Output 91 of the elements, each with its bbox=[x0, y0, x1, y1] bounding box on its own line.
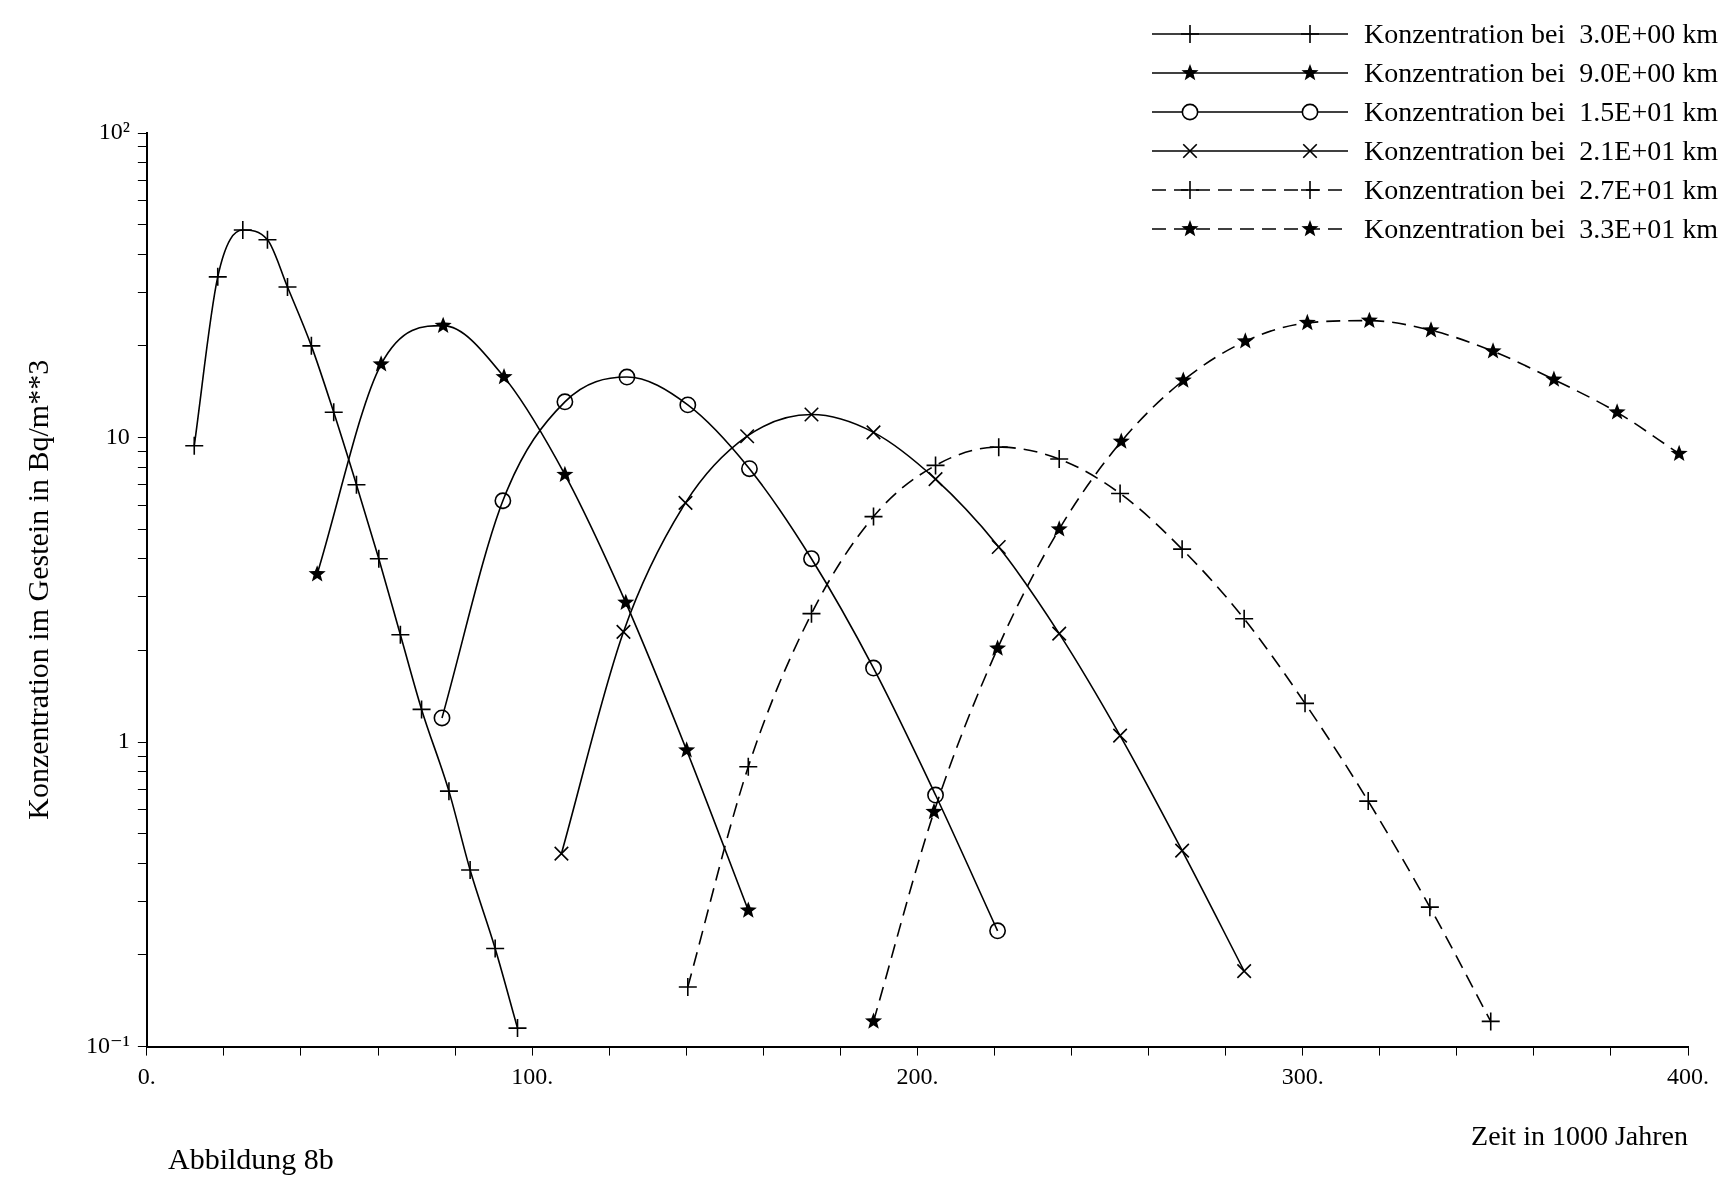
point bbox=[988, 437, 1009, 457]
point bbox=[495, 368, 513, 385]
point bbox=[678, 977, 698, 997]
point bbox=[553, 846, 569, 862]
x-tick-label: 0. bbox=[137, 1063, 156, 1090]
point bbox=[925, 802, 943, 820]
point bbox=[323, 402, 344, 423]
point bbox=[1174, 843, 1190, 859]
point bbox=[207, 267, 228, 287]
point bbox=[925, 455, 946, 476]
x-tick-label: 100. bbox=[511, 1063, 554, 1090]
point bbox=[1050, 520, 1068, 537]
point bbox=[346, 474, 367, 495]
point bbox=[233, 220, 253, 240]
point bbox=[741, 460, 758, 478]
point bbox=[390, 625, 411, 645]
point bbox=[618, 368, 636, 386]
point bbox=[989, 639, 1007, 656]
legend-label: Konzentration bei 1.5E+01 km bbox=[1363, 95, 1718, 128]
point bbox=[617, 593, 635, 610]
point bbox=[615, 624, 632, 640]
point bbox=[1051, 626, 1067, 642]
point bbox=[1298, 313, 1316, 331]
point bbox=[865, 424, 882, 440]
point bbox=[1112, 432, 1130, 449]
point bbox=[1172, 539, 1192, 559]
point bbox=[439, 781, 459, 801]
point bbox=[1236, 332, 1254, 349]
point bbox=[277, 277, 298, 297]
point bbox=[494, 492, 512, 510]
point bbox=[433, 709, 451, 727]
y-tick-label: 1 bbox=[117, 727, 130, 754]
point bbox=[989, 922, 1007, 940]
point bbox=[1608, 403, 1626, 420]
point bbox=[434, 316, 452, 333]
y-tick-label: 10 bbox=[105, 422, 130, 449]
point bbox=[485, 938, 505, 959]
point bbox=[1422, 321, 1440, 338]
legend-label: Konzentration bei 2.1E+01 km bbox=[1363, 134, 1718, 167]
point bbox=[308, 565, 326, 582]
point bbox=[1360, 311, 1378, 328]
point bbox=[677, 495, 694, 511]
point bbox=[1484, 342, 1502, 359]
point bbox=[301, 336, 322, 356]
point bbox=[678, 741, 696, 758]
point bbox=[865, 659, 882, 677]
y-axis-title: Konzentration im Gestein in Bq/m**3 bbox=[20, 359, 54, 820]
point bbox=[556, 465, 574, 482]
point bbox=[1420, 897, 1440, 917]
point bbox=[679, 396, 697, 414]
point bbox=[372, 355, 390, 372]
point bbox=[1480, 1011, 1501, 1032]
legend-label: Konzentration bei 9.0E+00 km bbox=[1363, 56, 1718, 89]
point bbox=[927, 471, 944, 487]
x-axis-title: Zeit in 1000 Jahren bbox=[1471, 1119, 1688, 1151]
point bbox=[1049, 449, 1070, 469]
point bbox=[369, 548, 389, 569]
y-tick-label: 10⁻¹ bbox=[85, 1031, 130, 1058]
text: Abbildung 8b bbox=[168, 1142, 334, 1176]
point bbox=[1234, 608, 1254, 629]
point bbox=[184, 435, 205, 456]
point bbox=[738, 756, 759, 777]
point bbox=[801, 603, 822, 624]
x-tick-label: 400. bbox=[1667, 1063, 1709, 1090]
point bbox=[411, 699, 432, 720]
point bbox=[1295, 693, 1315, 714]
point bbox=[460, 860, 480, 880]
x-tick-label: 300. bbox=[1281, 1063, 1324, 1090]
point bbox=[1358, 791, 1379, 811]
y-tick-label: 10² bbox=[98, 118, 130, 145]
point bbox=[739, 428, 755, 444]
point bbox=[927, 786, 944, 804]
point bbox=[1112, 728, 1128, 744]
point bbox=[863, 506, 884, 527]
point bbox=[803, 550, 820, 568]
point bbox=[1545, 370, 1563, 387]
point bbox=[257, 229, 278, 250]
point bbox=[1236, 963, 1252, 979]
legend-label: Konzentration bei 3.3E+01 km bbox=[1363, 212, 1718, 245]
point bbox=[1110, 483, 1130, 504]
point bbox=[1174, 371, 1192, 388]
point bbox=[864, 1012, 883, 1029]
legend-label: Konzentration bei 2.7E+01 km bbox=[1363, 173, 1718, 206]
point bbox=[739, 901, 757, 918]
point bbox=[507, 1018, 528, 1038]
point bbox=[556, 393, 574, 411]
legend-label: Konzentration bei 3.0E+00 km bbox=[1363, 17, 1718, 50]
point bbox=[991, 539, 1007, 555]
point bbox=[1670, 444, 1688, 461]
x-tick-label: 200. bbox=[896, 1063, 939, 1090]
point bbox=[803, 406, 820, 423]
